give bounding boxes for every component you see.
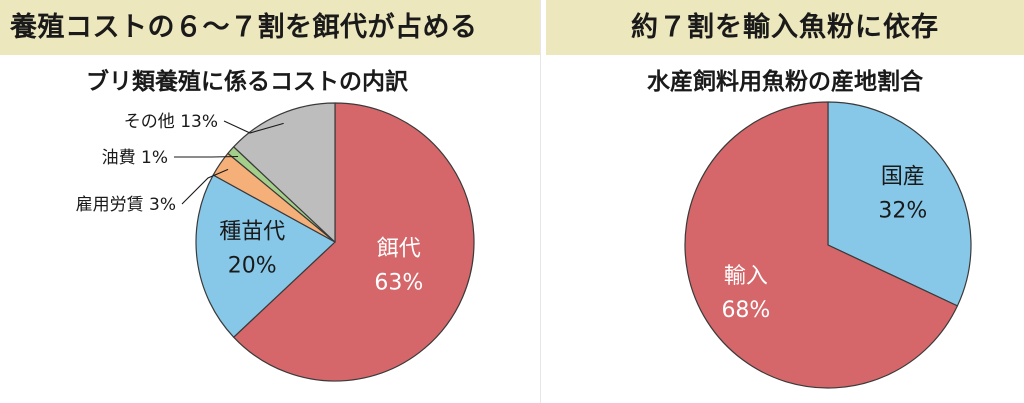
cost-breakdown-panel: 養殖コストの６～７割を餌代が占める ブリ類養殖に係るコストの内訳 餌代 63% 種苗… xyxy=(0,0,540,382)
leader-line-2 xyxy=(181,168,229,205)
left-chart-title: ブリ類養殖に係るコストの内訳 xyxy=(86,69,408,95)
pie-label-1: 輸入 xyxy=(724,264,768,289)
pie-slice-0 xyxy=(827,101,972,307)
pie-slice-1 xyxy=(684,101,958,389)
pie-value-0: 63% xyxy=(374,271,423,296)
cost-pie-chart: 餌代 63% 種苗代 20% 雇用労賃 3% 油費 1% その他 13% xyxy=(76,102,475,382)
pie-label-0: 国産 xyxy=(881,164,925,189)
pie-slice-4 xyxy=(233,102,336,243)
pie-slice-1 xyxy=(195,174,336,338)
pie-slice-0 xyxy=(233,102,475,382)
right-banner: 約７割を輸入魚粉に依存 xyxy=(546,0,1024,55)
pie-callout-4: その他 13% xyxy=(124,112,218,132)
leader-line-4 xyxy=(223,120,284,134)
right-chart-title: 水産飼料用魚粉の産地割合 xyxy=(647,69,923,95)
fishmeal-pie-chart: 国産 32% 輸入 68% xyxy=(684,101,972,389)
pie-callout-3: 油費 1% xyxy=(102,148,168,168)
pie-value-1: 20% xyxy=(228,253,277,278)
left-banner: 養殖コストの６～７割を餌代が占める xyxy=(0,0,540,55)
pie-label-1: 種苗代 xyxy=(219,219,285,244)
pie-callout-2: 雇用労賃 3% xyxy=(76,195,176,215)
fishmeal-origin-panel: 約７割を輸入魚粉に依存 水産飼料用魚粉の産地割合 国産 32% 輸入 68% xyxy=(546,0,1024,403)
pie-label-0: 餌代 xyxy=(377,237,421,262)
pie-value-1: 68% xyxy=(721,298,770,323)
panel-divider xyxy=(540,0,547,403)
pie-value-0: 32% xyxy=(878,198,927,223)
